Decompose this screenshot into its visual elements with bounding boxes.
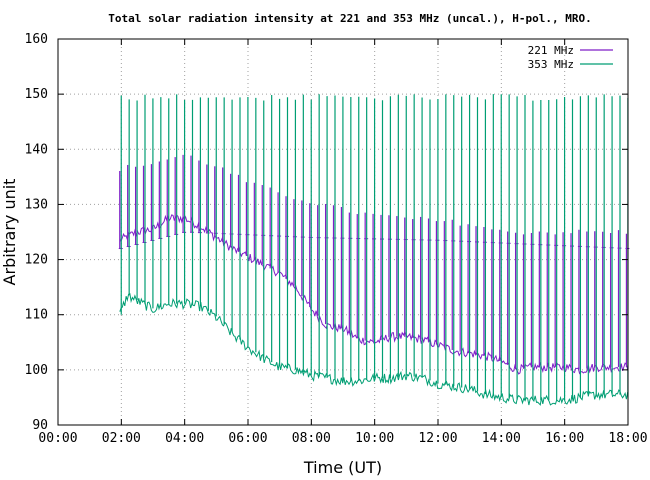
x-tick-label: 14:00 [482,431,521,446]
plot-frame [57,38,629,426]
legend-label-353: 353 MHz [528,58,574,71]
x-tick-label: 00:00 [38,431,77,446]
x-tick-label: 02:00 [102,431,141,446]
axis-ticks: 00:00 02:00 04:00 06:00 08:00 10:00 12:00 14:00… [25,32,648,446]
x-tick-label: 12:00 [418,431,457,446]
x-tick-label: 16:00 [545,431,584,446]
x-tick-label: 06:00 [228,431,267,446]
y-tick-label: 110 [25,308,48,323]
y-axis-label: Arbitrary unit [0,179,19,286]
x-tick-label: 18:00 [608,431,647,446]
legend-label-221: 221 MHz [528,44,574,57]
series-353-line [119,293,629,406]
y-tick-label: 100 [25,363,48,378]
y-tick-label: 130 [25,197,48,212]
y-tick-label: 120 [25,253,48,268]
legend: 221 MHz 353 MHz [528,44,613,71]
x-axis-label: Time (UT) [303,458,382,477]
plot-traces [118,94,630,406]
x-tick-label: 08:00 [292,431,331,446]
chart-title: Total solar radiation intensity at 221 a… [108,12,591,25]
y-tick-label: 140 [25,142,48,157]
y-tick-label: 90 [32,418,48,433]
y-tick-label: 150 [25,87,48,102]
x-tick-label: 10:00 [355,431,394,446]
x-tick-label: 04:00 [165,431,204,446]
series-221-line [119,214,629,375]
y-tick-label: 160 [25,32,48,47]
